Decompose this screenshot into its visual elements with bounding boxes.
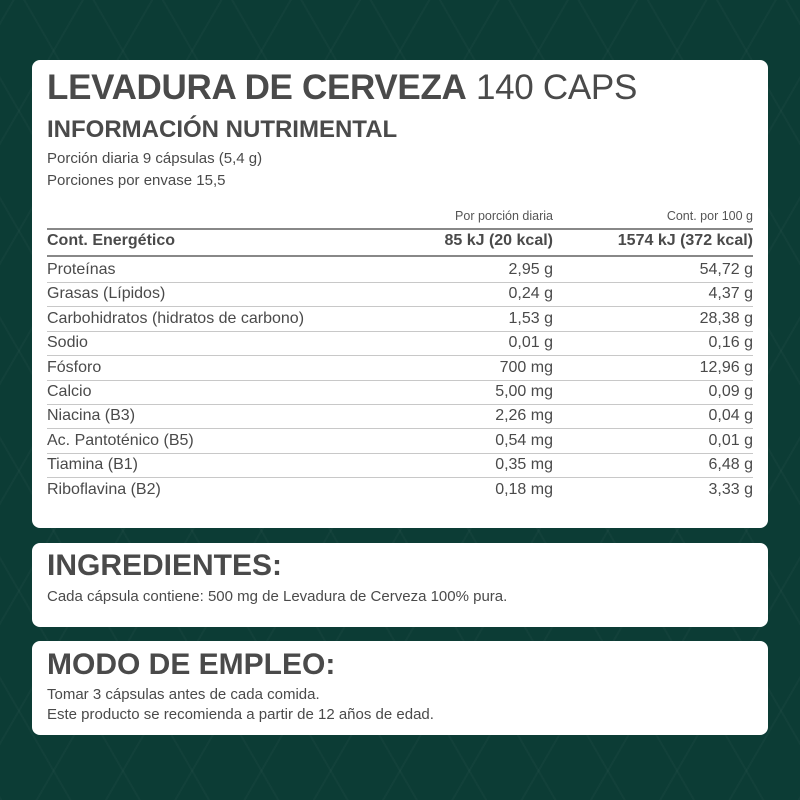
- product-title: LEVADURA DE CERVEZA 140 CAPS: [47, 68, 637, 108]
- nutrition-card: LEVADURA DE CERVEZA 140 CAPS INFORMACIÓN…: [32, 60, 768, 528]
- row-per-100g: 54,72 g: [699, 261, 753, 278]
- row-per-100g: 0,16 g: [708, 334, 753, 352]
- row-per-serving: 5,00 mg: [495, 383, 553, 400]
- divider: [47, 282, 753, 283]
- table-row: Niacina (B3) 2,26 mg 0,04 g: [47, 404, 753, 428]
- table-row: Sodio 0,01 g 0,16 g: [47, 331, 753, 355]
- divider: [47, 330, 753, 332]
- row-per-serving: 1,53 g: [508, 309, 553, 327]
- row-per-100g: 0,04 g: [708, 407, 753, 425]
- product-name: LEVADURA DE CERVEZA: [47, 68, 467, 107]
- row-per-100g: 28,38 g: [699, 309, 753, 327]
- usage-line: Tomar 3 cápsulas antes de cada comida.: [47, 686, 320, 703]
- divider: [47, 306, 753, 308]
- table-row: Ac. Pantoténico (B5) 0,54 mg 0,01 g: [47, 429, 753, 453]
- servings-per-container: Porciones por envase 15,5: [47, 172, 226, 189]
- divider: [47, 477, 753, 479]
- row-label: Carbohidratos (hidratos de carbono): [47, 309, 305, 327]
- col-per-100g: Cont. por 100 g: [666, 209, 753, 223]
- row-label: Riboflavina (B2): [47, 480, 161, 498]
- table-row: Calcio 5,00 mg 0,09 g: [47, 380, 753, 404]
- divider: [47, 355, 753, 357]
- col-per-serving: Por porción diaria: [455, 209, 553, 223]
- row-label: Sodio: [47, 334, 88, 352]
- usage-heading: MODO DE EMPLEO:: [47, 648, 336, 681]
- row-label: Tiamina (B1): [47, 456, 138, 474]
- energy-row: Cont. Energético 85 kJ (20 kcal) 1574 kJ…: [47, 229, 753, 253]
- row-per-100g: 6,48 g: [708, 456, 753, 474]
- ingredients-card: INGREDIENTES: Cada cápsula contiene: 500…: [32, 543, 768, 627]
- table-row: Tiamina (B1) 0,35 mg 6,48 g: [47, 453, 753, 477]
- divider: [47, 452, 753, 454]
- row-per-serving: 2,26 mg: [495, 407, 553, 425]
- table-row: Carbohidratos (hidratos de carbono) 1,53 …: [47, 307, 753, 331]
- table-row: Fósforo 700 mg 12,96 g: [47, 356, 753, 380]
- table-row: Proteínas 2,95 g 54,72 g: [47, 258, 753, 282]
- row-label: Proteínas: [47, 261, 116, 278]
- divider: [47, 255, 753, 257]
- ingredients-text: Cada cápsula contiene: 500 mg de Levadur…: [47, 588, 508, 605]
- row-label: Calcio: [47, 383, 92, 400]
- nutrition-heading: INFORMACIÓN NUTRIMENTAL: [47, 116, 398, 143]
- row-label: Niacina (B3): [47, 407, 136, 425]
- divider: [47, 428, 753, 430]
- row-per-100g: 3,33 g: [708, 480, 753, 498]
- table-row: Riboflavina (B2) 0,18 mg 3,33 g: [47, 478, 753, 502]
- divider: [47, 404, 753, 405]
- product-size: 140 CAPS: [475, 68, 637, 107]
- row-per-serving: 0,18 mg: [495, 480, 553, 498]
- usage-card: MODO DE EMPLEO: Tomar 3 cápsulas antes d…: [32, 641, 768, 735]
- row-per-100g: 0,09 g: [708, 383, 753, 400]
- row-label: Cont. Energético: [47, 232, 176, 249]
- row-per-serving: 0,54 mg: [495, 431, 553, 449]
- row-per-100g: 1574 kJ (372 kcal): [617, 232, 753, 249]
- usage-line: Este producto se recomienda a partir de …: [47, 706, 434, 723]
- row-per-100g: 4,37 g: [708, 285, 753, 303]
- divider: [47, 228, 753, 230]
- table-row: Grasas (Lípidos) 0,24 g 4,37 g: [47, 282, 753, 306]
- row-label: Ac. Pantoténico (B5): [47, 431, 194, 449]
- divider: [47, 379, 753, 381]
- row-per-serving: 2,95 g: [508, 261, 553, 278]
- row-label: Grasas (Lípidos): [47, 285, 166, 303]
- row-per-serving: 0,01 g: [508, 334, 553, 352]
- ingredients-heading: INGREDIENTES:: [47, 549, 283, 582]
- row-per-100g: 0,01 g: [708, 431, 753, 449]
- row-label: Fósforo: [47, 358, 102, 376]
- serving-size: Porción diaria 9 cápsulas (5,4 g): [47, 150, 263, 167]
- row-per-serving: 0,35 mg: [495, 456, 553, 474]
- row-per-serving: 0,24 g: [508, 285, 553, 303]
- table-header: Por porción diaria Cont. por 100 g: [47, 204, 753, 228]
- row-per-serving: 85 kJ (20 kcal): [444, 232, 553, 249]
- row-per-serving: 700 mg: [499, 358, 553, 376]
- row-per-100g: 12,96 g: [699, 358, 753, 376]
